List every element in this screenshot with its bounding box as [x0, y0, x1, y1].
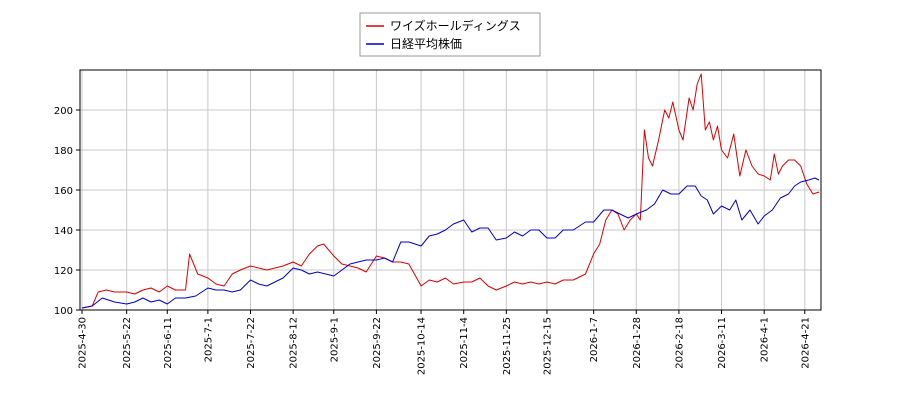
x-tick-label: 2025-8-12	[289, 317, 300, 369]
x-tick-label: 2025-11-25	[502, 317, 513, 375]
x-tick-label: 2025-7-22	[246, 317, 257, 369]
series-line-2	[81, 177, 820, 309]
x-tick-label: 2026-2-18	[674, 317, 685, 369]
x-axis: 2025-4-30 2025-5-22 2025-6-11 2025-7-1 2025-…	[78, 310, 811, 375]
series-layer	[81, 73, 820, 309]
grid	[80, 70, 821, 311]
x-tick-label: 2025-9-22	[372, 317, 383, 369]
y-tick-label: 100	[54, 306, 73, 317]
x-tick-label: 2026-3-11	[717, 317, 728, 369]
x-tick-label: 2025-10-14	[417, 317, 428, 375]
y-tick-label: 120	[54, 266, 73, 277]
x-tick-label: 2026-1-7	[589, 317, 600, 362]
x-tick-label: 2026-4-1	[760, 317, 771, 362]
x-tick-label: 2025-9-1	[329, 317, 340, 362]
x-tick-label: 2026-4-21	[800, 317, 811, 369]
x-tick-label: 2025-6-11	[163, 317, 174, 369]
y-tick-label: 180	[54, 146, 73, 157]
legend-box	[359, 12, 541, 57]
y-tick-label: 160	[54, 186, 73, 197]
x-tick-label: 2025-4-30	[78, 317, 89, 369]
y-tick-label: 140	[54, 226, 73, 237]
legend-label-2: 日経平均株価	[390, 36, 462, 51]
series-line-1	[81, 73, 820, 309]
x-tick-label: 2025-12-15	[542, 317, 553, 375]
x-tick-label: 2025-7-1	[203, 317, 214, 362]
y-tick-label: 200	[54, 106, 73, 117]
legend-label-1: ワイズホールディングス	[390, 18, 521, 33]
x-tick-label: 2025-5-22	[122, 317, 133, 369]
x-tick-label: 2026-1-28	[632, 317, 643, 369]
y-axis: 100 120 140 160 180 200	[54, 106, 80, 317]
x-tick-label: 2025-11-4	[459, 317, 470, 369]
